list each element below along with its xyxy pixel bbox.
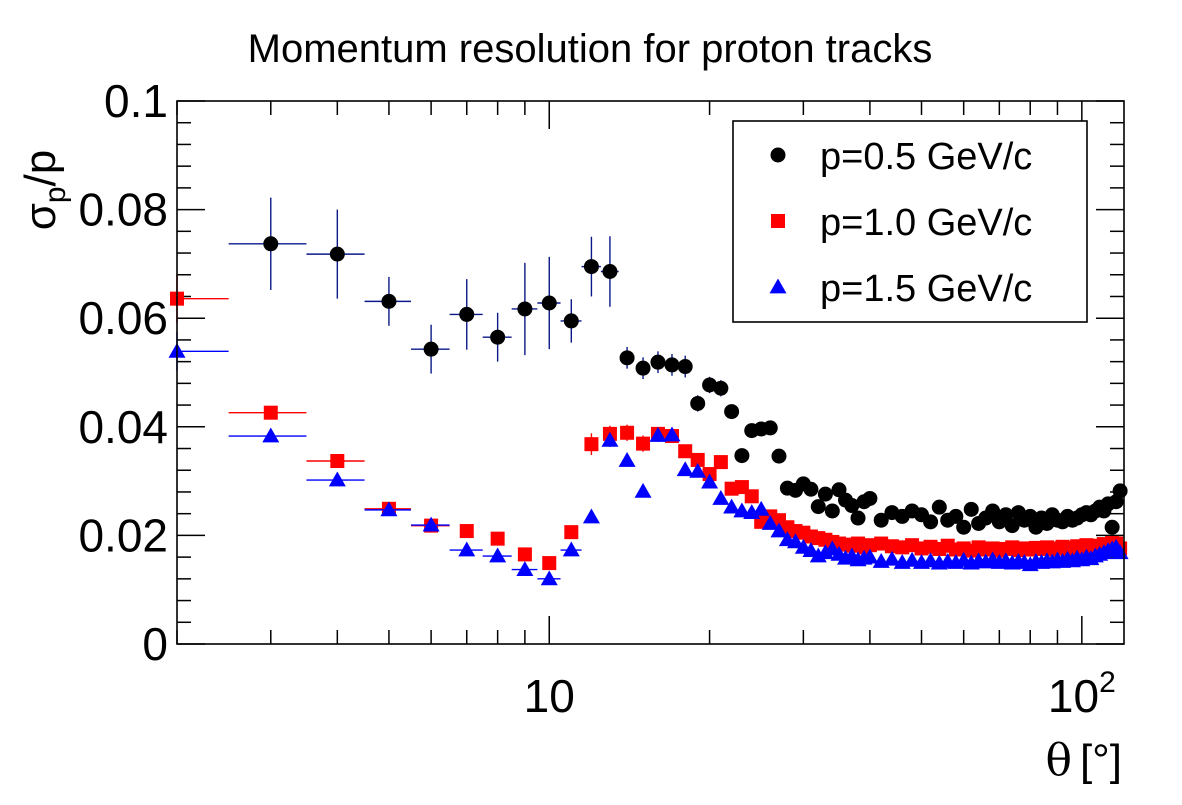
- data-point: [964, 502, 979, 517]
- point-marker: [923, 514, 938, 529]
- point-marker: [491, 532, 505, 546]
- data-point: [763, 420, 778, 435]
- data-point: [734, 448, 749, 463]
- data-point: [564, 525, 578, 539]
- data-point: [745, 489, 759, 503]
- point-marker: [1105, 520, 1120, 535]
- point-marker: [636, 437, 650, 451]
- point-marker: [424, 342, 439, 357]
- data-point: [620, 425, 634, 441]
- y-tick-label: 0.1: [104, 75, 168, 127]
- legend-marker-square: [771, 214, 785, 228]
- point-marker: [636, 361, 651, 376]
- point-marker: [956, 520, 971, 535]
- data-point: [818, 487, 833, 502]
- point-marker: [564, 313, 579, 328]
- data-point: [714, 455, 728, 469]
- point-marker: [264, 406, 278, 420]
- x-tick-label-exponent: 2: [1099, 666, 1116, 699]
- point-marker: [330, 247, 345, 262]
- point-marker: [542, 556, 556, 570]
- point-marker: [584, 259, 599, 274]
- data-point: [803, 482, 818, 497]
- point-marker: [584, 437, 598, 451]
- chart-title: Momentum resolution for proton tracks: [248, 27, 933, 71]
- x-tick-label-base: 10: [524, 670, 575, 722]
- y-tick-label: 0.04: [78, 401, 168, 453]
- point-marker: [460, 524, 474, 538]
- point-marker: [664, 357, 679, 372]
- data-point: [1105, 520, 1120, 535]
- point-marker: [932, 500, 947, 515]
- point-marker: [714, 455, 728, 469]
- point-marker: [713, 381, 728, 396]
- point-marker: [330, 454, 344, 468]
- x-tick-label-base: 10: [1048, 670, 1099, 722]
- point-marker: [518, 547, 532, 561]
- y-tick-label: 0: [142, 618, 168, 670]
- x-tick-label: 10: [524, 670, 575, 722]
- point-marker: [745, 489, 759, 503]
- point-marker: [690, 396, 705, 411]
- data-point: [862, 491, 877, 506]
- data-point: [636, 435, 650, 451]
- y-axis-label-symbol: σ: [16, 203, 65, 230]
- point-marker: [862, 491, 877, 506]
- y-axis-label-subscript: p: [39, 186, 72, 203]
- legend-label: p=0.5 GeV/c: [820, 136, 1032, 178]
- y-tick-label: 0.02: [78, 509, 168, 561]
- legend-marker-circle: [771, 148, 786, 163]
- data-point: [932, 500, 947, 515]
- point-marker: [517, 301, 532, 316]
- point-marker: [825, 503, 840, 518]
- point-marker: [851, 511, 866, 526]
- legend-label: p=1.5 GeV/c: [820, 268, 1032, 310]
- data-point: [1113, 483, 1128, 498]
- point-marker: [964, 502, 979, 517]
- legend-label: p=1.0 GeV/c: [820, 202, 1032, 244]
- data-point: [542, 556, 556, 570]
- point-marker: [602, 264, 617, 279]
- x-axis-label-symbol: θ: [1045, 735, 1072, 786]
- data-point: [460, 524, 474, 538]
- data-point: [956, 520, 971, 535]
- x-axis-label: θ [°]: [1045, 735, 1122, 786]
- point-marker: [1113, 483, 1128, 498]
- y-tick-label: 0.06: [78, 292, 168, 344]
- point-marker: [263, 236, 278, 251]
- point-marker: [678, 444, 692, 458]
- data-point: [518, 547, 532, 561]
- point-marker: [490, 330, 505, 345]
- point-marker: [771, 449, 786, 464]
- point-marker: [803, 482, 818, 497]
- x-axis-label-unit: [°]: [1080, 736, 1122, 785]
- legend: p=0.5 GeV/c p=1.0 GeV/c p=1.5 GeV/c: [733, 121, 1087, 322]
- point-marker: [620, 350, 635, 365]
- point-marker: [650, 355, 665, 370]
- data-point: [825, 503, 840, 518]
- point-marker: [763, 420, 778, 435]
- data-point: [771, 449, 786, 464]
- point-marker: [678, 359, 693, 374]
- y-tick-label: 0.08: [78, 184, 168, 236]
- y-axis-label-tail: /p: [16, 150, 65, 187]
- point-marker: [620, 426, 634, 440]
- point-marker: [724, 404, 739, 419]
- data-point: [724, 404, 739, 419]
- data-point: [923, 514, 938, 529]
- point-marker: [818, 487, 833, 502]
- point-marker: [459, 307, 474, 322]
- point-marker: [542, 295, 557, 310]
- data-point: [678, 444, 692, 458]
- data-point: [851, 511, 866, 526]
- point-marker: [381, 294, 396, 309]
- point-marker: [564, 525, 578, 539]
- data-point: [491, 532, 505, 546]
- point-marker: [734, 448, 749, 463]
